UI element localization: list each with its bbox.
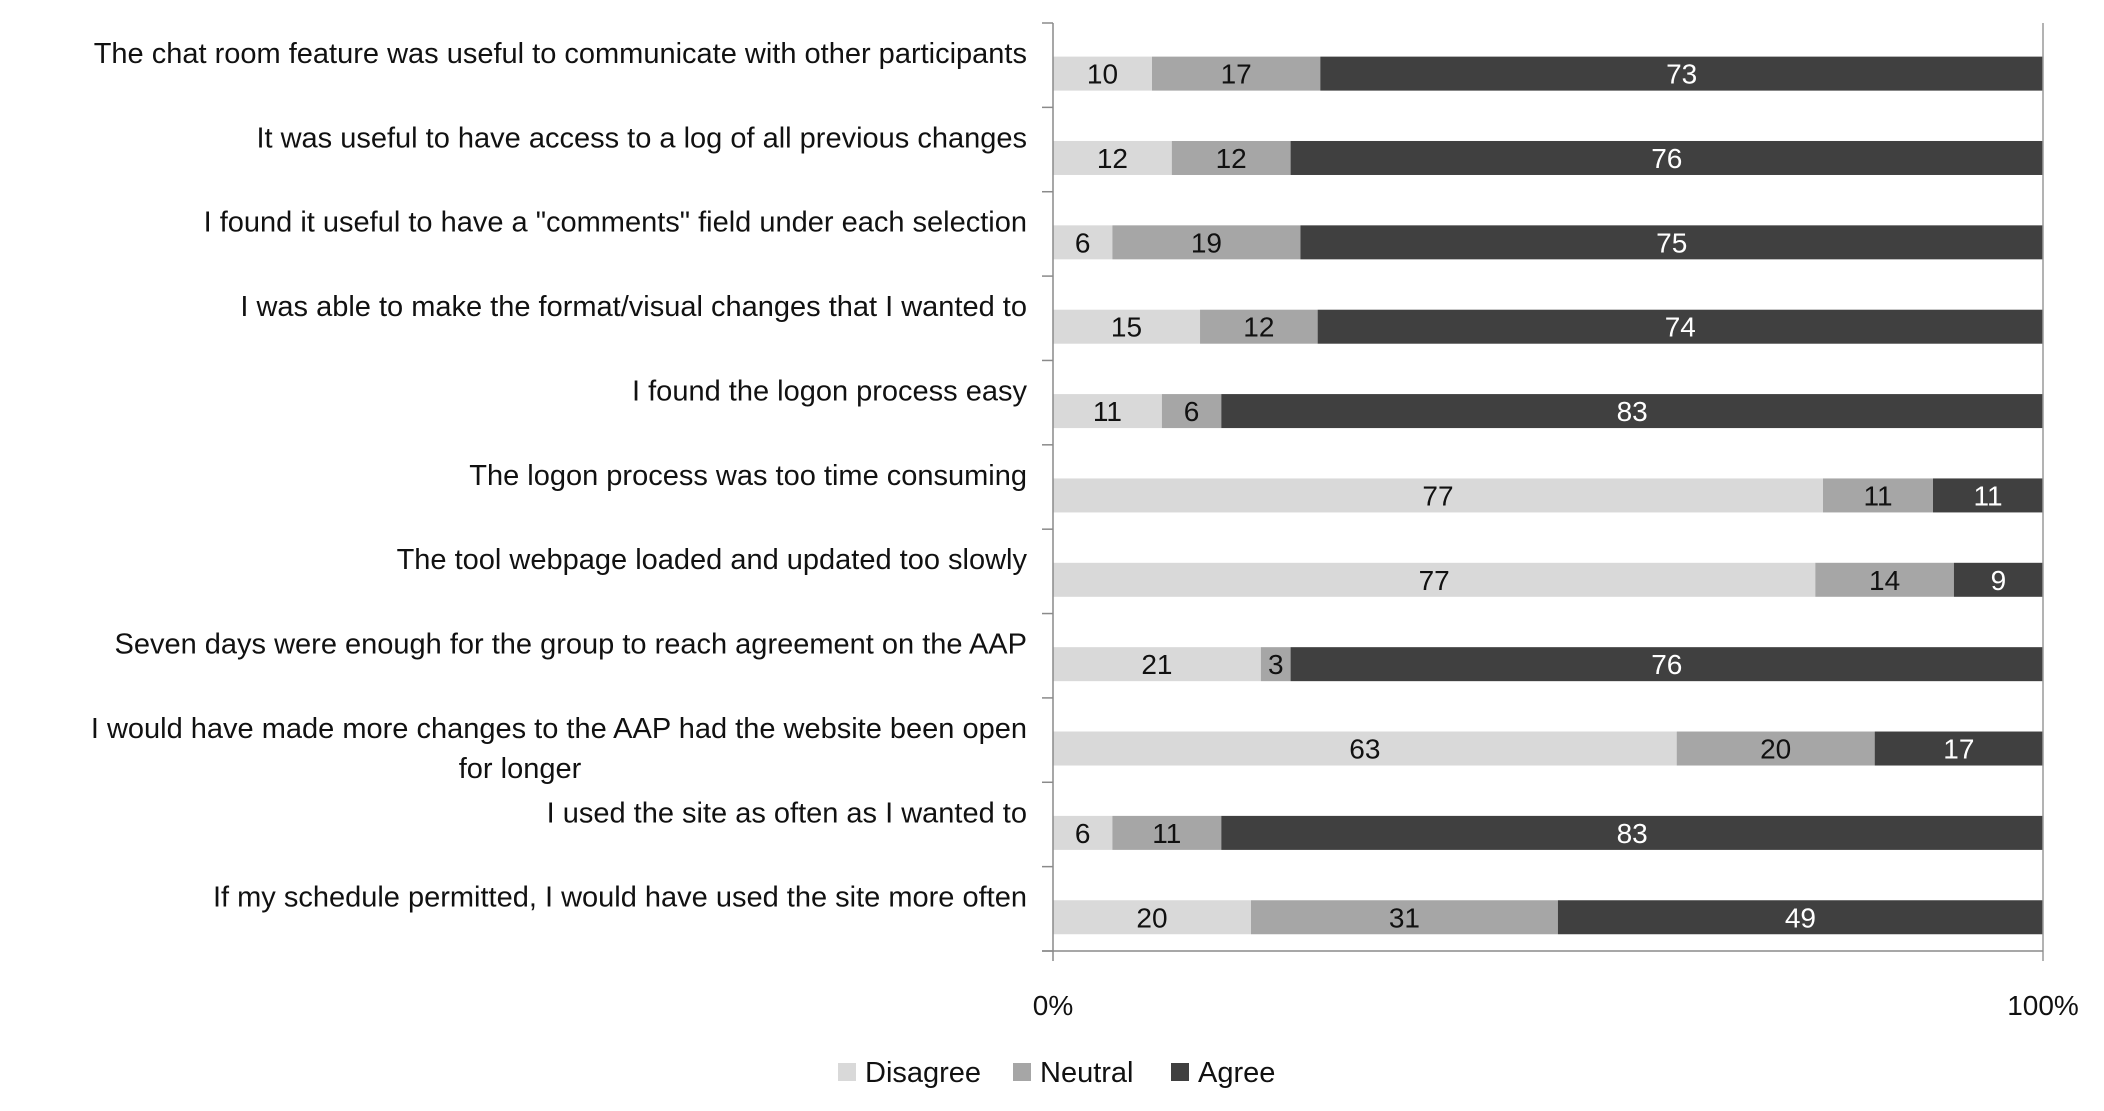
data-label-agree: 83 (1617, 818, 1648, 849)
category-label: I found it useful to have a "comments" f… (204, 207, 1027, 239)
bar-segment-agree (1221, 815, 2043, 850)
bar-segment-agree (1300, 225, 2043, 260)
data-label-disagree: 12 (1097, 143, 1128, 174)
data-label-disagree: 21 (1141, 649, 1172, 680)
category-label: It was useful to have access to a log of… (256, 122, 1027, 154)
axis-layer (1042, 22, 2044, 961)
data-label-agree: 74 (1665, 312, 1696, 343)
legend-label: Disagree (865, 1057, 981, 1089)
bar-segment-neutral (1251, 900, 1558, 935)
bar-segment-neutral (1815, 562, 1954, 597)
legend-swatch (1171, 1063, 1189, 1081)
bar-segment-agree (1557, 900, 2043, 935)
data-label-neutral: 3 (1268, 649, 1284, 680)
bar-segment-neutral (1200, 309, 1318, 344)
data-label-agree: 17 (1943, 734, 1974, 765)
category-label: I would have made more changes to the AA… (91, 713, 1027, 745)
category-label: The logon process was too time consuming (469, 460, 1027, 492)
bar-segment-disagree (1053, 140, 1172, 175)
category-label: The tool webpage loaded and updated too … (397, 544, 1028, 576)
legend-label: Agree (1198, 1057, 1275, 1089)
bar-segment-disagree (1053, 56, 1152, 91)
data-label-disagree: 6 (1075, 818, 1091, 849)
bar-segment-disagree (1053, 225, 1113, 260)
bar-segment-neutral (1260, 647, 1291, 682)
legend: Disagree Neutral Agree (838, 1057, 1275, 1089)
category-label: If my schedule permitted, I would have u… (213, 882, 1027, 914)
bar-segment-disagree (1053, 394, 1162, 429)
bar-segment-disagree (1053, 478, 1823, 513)
bar-segment-neutral (1171, 140, 1291, 175)
data-label-neutral: 19 (1191, 227, 1222, 258)
bar-segment-disagree (1053, 562, 1816, 597)
legend-item-disagree: Disagree (838, 1057, 981, 1089)
legend-item-neutral: Neutral (1013, 1057, 1134, 1089)
bar-segment-agree (1874, 731, 2043, 766)
bar-segment-neutral (1152, 56, 1321, 91)
data-label-neutral: 20 (1760, 734, 1791, 765)
bar-segment-neutral (1823, 478, 1933, 513)
category-label: I used the site as often as I wanted to (547, 797, 1027, 829)
data-label-agree: 11 (1973, 480, 2002, 511)
x-tick-label: 0% (1033, 990, 1073, 1021)
bar-segment-disagree (1053, 731, 1677, 766)
bar-segment-neutral (1112, 225, 1301, 260)
category-label: The chat room feature was useful to comm… (94, 38, 1027, 70)
data-label-neutral: 17 (1221, 59, 1252, 90)
data-label-agree: 75 (1656, 227, 1687, 258)
data-label-disagree: 11 (1093, 396, 1122, 427)
x-tick-label: 100% (2007, 990, 2079, 1021)
bar-segment-agree (1317, 309, 2043, 344)
bar-segment-agree (1290, 647, 2043, 682)
category-label: I found the logon process easy (632, 375, 1027, 407)
data-label-disagree: 77 (1422, 480, 1453, 511)
bar-segment-disagree (1053, 815, 1113, 850)
data-label-disagree: 77 (1419, 565, 1450, 596)
legend-item-agree: Agree (1171, 1057, 1275, 1089)
data-label-neutral: 12 (1216, 143, 1247, 174)
data-label-disagree: 6 (1075, 227, 1091, 258)
data-label-neutral: 31 (1389, 902, 1420, 933)
bar-segment-neutral (1112, 815, 1222, 850)
bar-segment-disagree (1053, 900, 1251, 935)
data-label-agree: 83 (1617, 396, 1648, 427)
bar-segment-disagree (1053, 309, 1201, 344)
data-label-neutral: 11 (1863, 480, 1892, 511)
data-label-disagree: 20 (1136, 902, 1167, 933)
category-label: Seven days were enough for the group to … (115, 629, 1028, 661)
data-label-disagree: 63 (1349, 734, 1380, 765)
bar-segment-agree (1290, 140, 2043, 175)
bar-segment-agree (1933, 478, 2043, 513)
data-label-neutral: 6 (1184, 396, 1200, 427)
data-label-neutral: 14 (1869, 565, 1900, 596)
x-tick-labels: 0% 100% (1033, 990, 2079, 1021)
data-label-agree: 73 (1666, 59, 1697, 90)
data-label-agree: 49 (1785, 902, 1816, 933)
bar-segment-agree (1953, 562, 2043, 597)
legend-label: Neutral (1040, 1057, 1134, 1089)
bar-segment-agree (1221, 394, 2043, 429)
category-labels: The chat room feature was useful to comm… (91, 38, 1028, 914)
data-label-agree: 9 (1991, 565, 2007, 596)
legend-swatch (838, 1063, 856, 1081)
bar-segment-disagree (1053, 647, 1261, 682)
category-label: I was able to make the format/visual cha… (240, 291, 1027, 323)
data-label-disagree: 15 (1111, 312, 1142, 343)
data-label-agree: 76 (1651, 143, 1682, 174)
data-label-agree: 76 (1651, 649, 1682, 680)
legend-swatch (1013, 1063, 1031, 1081)
data-label-neutral: 12 (1243, 312, 1274, 343)
category-label: for longer (459, 753, 582, 785)
bar-segment-agree (1320, 56, 2043, 91)
bars-layer: 10 17 73 12 12 76 6 19 75 15 12 74 11 6 83 77 11 11 77 14 9 2… (1053, 56, 2043, 935)
bar-segment-neutral (1676, 731, 1875, 766)
bar-segment-neutral (1161, 394, 1222, 429)
data-label-neutral: 11 (1152, 818, 1181, 849)
data-label-disagree: 10 (1087, 59, 1118, 90)
